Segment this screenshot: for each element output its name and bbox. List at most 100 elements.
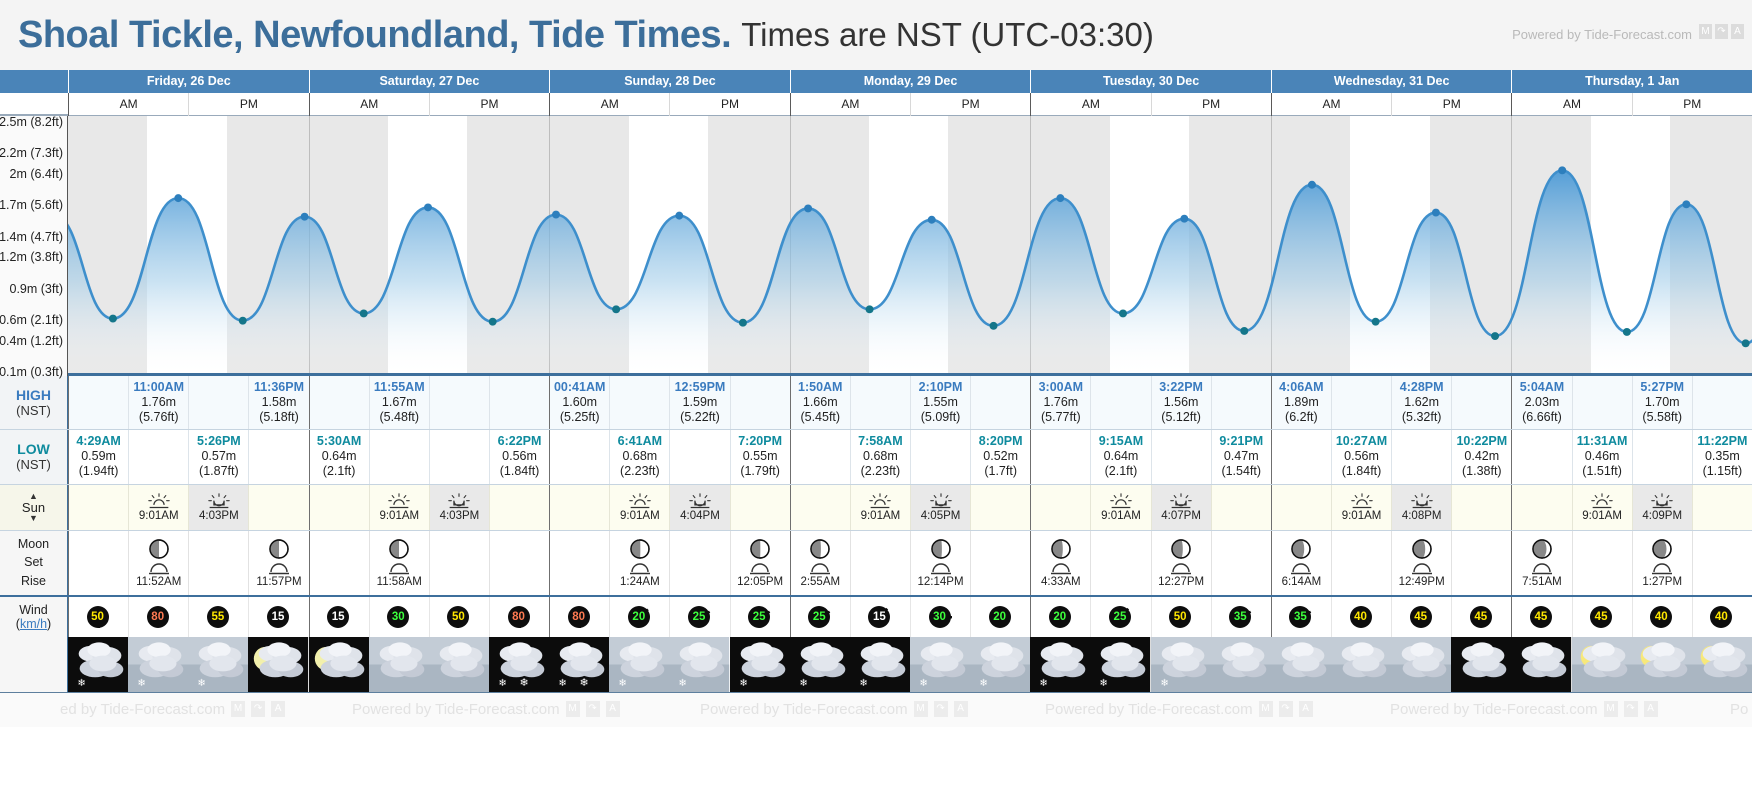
wind-cell-13: 15 <box>849 596 910 637</box>
wind-cell-9: 20 <box>609 596 670 637</box>
low-tide-cell-13: 7:58AM 0.68m (2.23ft) <box>849 430 910 484</box>
weather-cell-7: ❄ ❄ <box>488 636 550 692</box>
weather-row: ❄ ❄ ❄ ❄ ❄ ❄ ❄ ❄ ❄ ❄ ❄ ❄ ❄ ❄ ❄ ❄ ❄ <box>0 636 1752 693</box>
moon-cell-1: 11:52AM <box>128 530 189 595</box>
ampm-cells: AM PM AM PM AM PM AM PM AM PM AM PM AM PM <box>68 93 1752 116</box>
low-tide-cell-8 <box>549 430 610 484</box>
ampm-cell-5: PM <box>669 93 789 116</box>
y-axis-tick-0: 2.5m (8.2ft) <box>0 115 63 129</box>
tide-high-marker <box>1431 208 1440 217</box>
weather-cell-20 <box>1270 636 1331 692</box>
badge-arrow-icon: ↷ <box>1623 701 1638 717</box>
wind-speed-value: 20 <box>1048 605 1071 628</box>
high-tide-cell-26: 5:27PM 1.70m (5.58ft) <box>1631 376 1692 430</box>
wind-cell-10: 25 <box>669 596 730 637</box>
ampm-cell-0: AM <box>68 93 188 116</box>
high-tide-cell-15 <box>970 376 1031 430</box>
wind-speed-value: 30 <box>387 605 410 628</box>
wind-cell-2: 55 <box>188 596 249 637</box>
high-tide-cell-22: 4:28PM 1.62m (5.32ft) <box>1391 376 1452 430</box>
weather-icon-cloudy <box>428 636 489 692</box>
wind-cell-17: 25 <box>1090 596 1151 637</box>
wind-cell-0: 50 <box>68 596 129 637</box>
sun-cell-15 <box>970 484 1031 530</box>
low-tide-tz: (NST) <box>16 457 51 473</box>
moon-cell-19 <box>1210 530 1271 595</box>
moon-phase-icon <box>1411 538 1432 559</box>
weather-cell-16: ❄ <box>1030 636 1091 692</box>
wind-speed-value: 15 <box>266 605 289 628</box>
chart-y-axis: 2.5m (8.2ft) 2.2m (7.3ft) 2m (6.4ft) 1.7m (… <box>0 115 68 379</box>
low-tide-cell-10 <box>669 430 730 484</box>
sun-cell-24 <box>1511 484 1572 530</box>
wind-cell-21: 40 <box>1330 596 1392 637</box>
weather-icon-cloudy: ❄ <box>1090 636 1151 692</box>
badge-m-icon: M <box>231 701 246 717</box>
tide-low-marker <box>1622 328 1631 336</box>
moon-label-text: Moon <box>17 537 50 552</box>
low-tide-cell-2: 5:26PM 0.57m (1.87ft) <box>188 430 249 484</box>
low-tide-cell-26 <box>1631 430 1692 484</box>
moon-cell-13 <box>849 530 910 595</box>
sun-time: 4:03PM <box>439 509 480 522</box>
weather-cell-19 <box>1210 636 1271 692</box>
wind-badge: 40 <box>1707 602 1737 632</box>
weather-cell-2: ❄ <box>188 636 249 692</box>
high-tide-cell-6 <box>428 376 489 430</box>
moon-cell-27 <box>1691 530 1752 595</box>
wind-speed-value: 35 <box>1229 605 1252 628</box>
tide-low-marker <box>108 314 117 323</box>
tide-low-marker <box>1741 339 1750 348</box>
moon-phase-icon <box>810 538 830 559</box>
tide-high-marker <box>1682 200 1691 209</box>
y-axis-tick-4: 1.4m (4.7ft) <box>0 229 63 244</box>
tide-high-marker <box>927 215 936 224</box>
tide-high-marker <box>675 211 684 220</box>
weather-icon-cloudy: ❄ <box>128 636 189 692</box>
weather-icon-cloudy: ❄ ❄ <box>488 636 550 692</box>
moon-row-label: Moon Set Rise <box>0 530 68 595</box>
wind-badge: 35 <box>1286 602 1316 632</box>
wind-speed-value: 30 <box>928 605 951 628</box>
sun-cell-14: 4:05PM <box>909 484 971 530</box>
svg-text:❄: ❄ <box>580 676 589 689</box>
moon-set-label: Set <box>24 555 43 570</box>
wind-row-label: Wind (km/h) <box>0 596 68 637</box>
page-title: Shoal Tickle, Newfoundland, Tide Times. <box>18 13 732 56</box>
moon-cell-26: 1:27PM <box>1631 530 1692 595</box>
wind-badge: 40 <box>1347 602 1377 632</box>
day-header-0: Friday, 26 Dec <box>68 70 309 93</box>
weather-icon-cloudy: ❄ <box>970 636 1031 692</box>
wind-speed-value: 50 <box>1169 605 1192 628</box>
weather-cell-8: ❄ ❄ <box>549 636 610 692</box>
wind-badge: 45 <box>1467 602 1497 632</box>
tide-low-marker <box>612 305 621 314</box>
moon-set-icon <box>810 562 831 574</box>
moon-phase-icon <box>269 538 289 559</box>
weather-cell-17: ❄ <box>1090 636 1151 692</box>
wind-speed-value: 15 <box>327 605 350 628</box>
wind-cell-26: 40 <box>1631 596 1692 637</box>
wind-badge: 80 <box>565 602 595 632</box>
low-tide-cell-14 <box>909 430 971 484</box>
watermark-text: Powered by Tide-Forecast.com <box>1390 700 1598 718</box>
wind-badge: 50 <box>1166 602 1196 632</box>
wind-badge: 35 <box>1226 602 1256 632</box>
low-tide-cell-3 <box>248 430 309 484</box>
badge-a-icon: A <box>605 701 620 717</box>
sunset-icon <box>448 492 471 508</box>
moon-set-icon <box>148 562 169 574</box>
svg-text:❄: ❄ <box>559 678 567 689</box>
badge-arrow-icon: ↷ <box>1715 24 1728 39</box>
wind-speed-value: 20 <box>627 605 650 628</box>
wind-unit-link[interactable]: km/h <box>19 616 48 631</box>
weather-cell-0: ❄ <box>68 636 129 692</box>
day-separator <box>1511 116 1513 373</box>
low-tide-cells: 4:29AM 0.59m (1.94ft) 5:26PM 0.57m (1.87ft) 5:… <box>68 430 1752 484</box>
footer-watermark-3: Powered by Tide-Forecast.com M ↷ A <box>1045 701 1313 718</box>
tide-low-marker <box>865 305 874 314</box>
wind-cells: 50 80 55 15 15 30 50 80 80 20 25 25 25 15 30 20 20 25 50 35… <box>68 596 1752 637</box>
sun-cell-25: 9:01AM <box>1571 484 1632 530</box>
svg-text:❄: ❄ <box>1040 678 1048 689</box>
moon-phase-icon <box>389 538 409 559</box>
